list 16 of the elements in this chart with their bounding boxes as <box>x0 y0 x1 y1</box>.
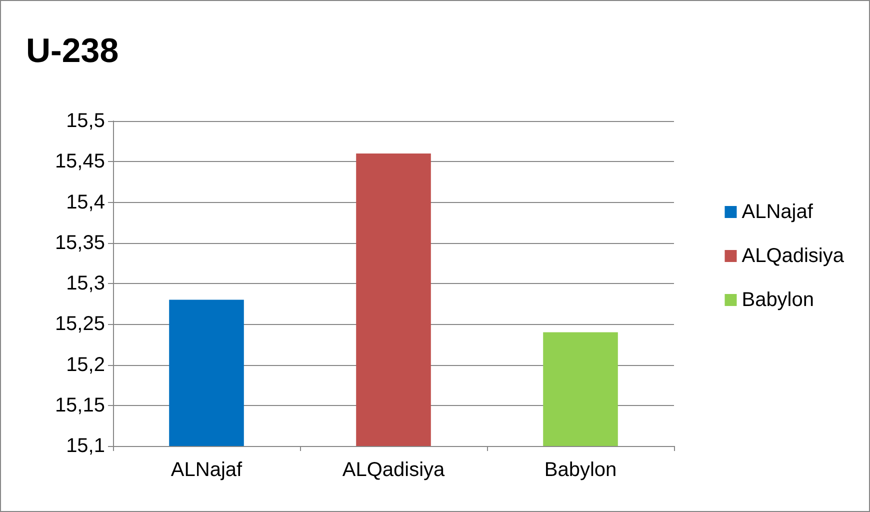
y-tick-label: 15,2 <box>66 354 105 376</box>
y-tick-label: 15,35 <box>54 232 105 254</box>
y-tick-label: 15,45 <box>54 150 105 173</box>
y-tick-label: 15,4 <box>66 191 105 214</box>
y-tick-label: 15,1 <box>66 435 105 457</box>
legend-label: ALQadisiya <box>742 245 845 267</box>
y-tick-label: 15,5 <box>66 110 105 132</box>
y-tick-label: 15,3 <box>66 272 105 294</box>
x-tick-label: Babylon <box>544 459 617 481</box>
y-tick-label: 15,15 <box>54 394 105 416</box>
chart-title: U-238 <box>26 32 119 70</box>
x-tick-label: ALQadisiya <box>342 459 446 481</box>
x-tick-label: ALNajaf <box>170 459 243 481</box>
legend-label: ALNajaf <box>742 201 814 223</box>
legend-label: Babylon <box>742 289 814 311</box>
y-tick-label: 15,25 <box>54 313 105 336</box>
